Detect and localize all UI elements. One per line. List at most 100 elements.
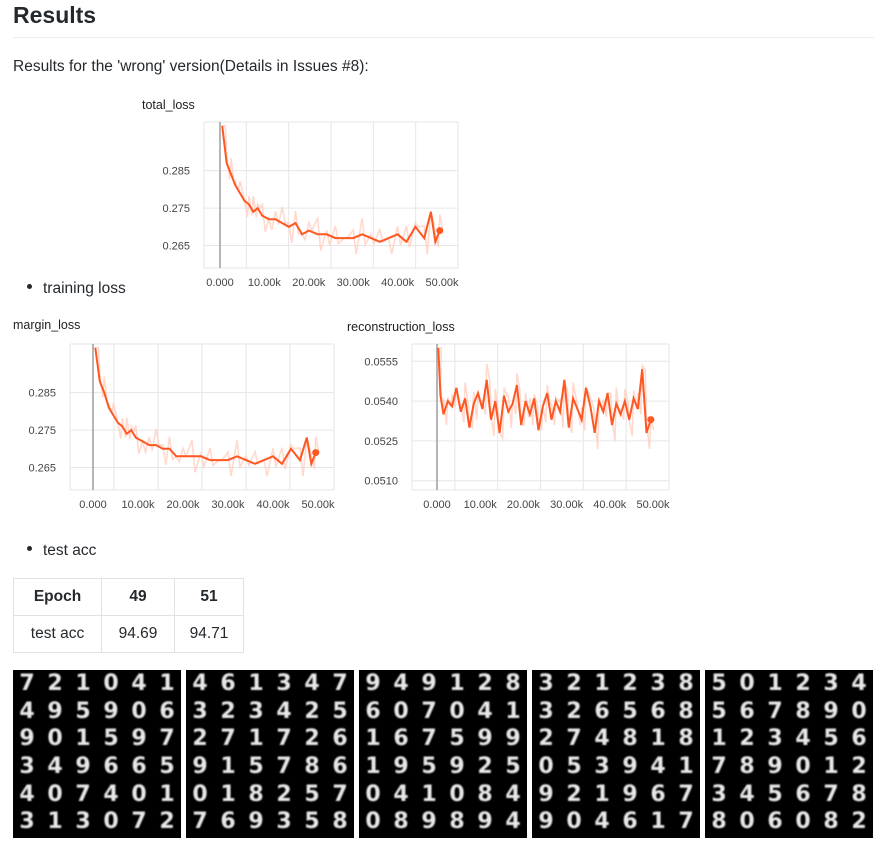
digit-glyph: 8 [739, 754, 755, 780]
digit-glyph: 4 [47, 754, 63, 780]
y-tick-label: 0.285 [28, 388, 56, 400]
digit-glyph: 1 [650, 809, 666, 835]
digit-glyph: 6 [851, 726, 867, 752]
digit-glyph: 3 [19, 754, 35, 780]
x-tick-label: 40.00k [256, 499, 290, 511]
digit-glyph: 9 [365, 670, 381, 696]
y-tick-label: 0.0540 [364, 396, 398, 408]
digit-glyph: 5 [711, 670, 727, 696]
digit-glyph: 5 [103, 726, 119, 752]
digit-glyph: 6 [159, 698, 175, 724]
series-end-point [436, 227, 444, 235]
digit-glyph: 2 [276, 781, 292, 807]
y-tick-label: 0.275 [28, 425, 56, 437]
series-line [94, 347, 317, 468]
digit-glyph: 7 [220, 726, 236, 752]
x-tick-label: 30.00k [550, 499, 584, 511]
x-tick-label: 20.00k [507, 499, 541, 511]
digit-glyph: 3 [711, 781, 727, 807]
digit-glyph: 7 [332, 670, 348, 696]
digit-glyph: 6 [332, 754, 348, 780]
digit-glyph: 7 [711, 754, 727, 780]
digit-glyph: 2 [304, 726, 320, 752]
table-header-cell: 49 [101, 578, 175, 616]
digit-glyph: 3 [767, 726, 783, 752]
digit-glyph: 1 [75, 670, 91, 696]
digit-glyph: 4 [594, 726, 610, 752]
digit-glyph: 9 [823, 698, 839, 724]
test-accuracy-table: Epoch 49 51 test acc 94.69 94.71 [13, 578, 244, 653]
digit-glyph: 1 [47, 809, 63, 835]
digit-glyph: 4 [103, 781, 119, 807]
digit-glyph: 9 [19, 726, 35, 752]
digit-glyph: 7 [678, 809, 694, 835]
digit-glyph: 3 [19, 809, 35, 835]
digit-glyph: 3 [276, 809, 292, 835]
digit-glyph: 9 [622, 754, 638, 780]
digit-glyph: 1 [365, 726, 381, 752]
digit-glyph: 4 [851, 670, 867, 696]
digit-glyph: 6 [594, 698, 610, 724]
digit-glyph: 0 [131, 781, 147, 807]
digit-glyph: 9 [538, 781, 554, 807]
digit-glyph: 4 [304, 670, 320, 696]
x-tick-label: 40.00k [381, 277, 415, 289]
digit-glyph: 6 [650, 698, 666, 724]
digit-glyph: 6 [393, 726, 409, 752]
table-cell: test acc [13, 615, 102, 653]
digit-glyph: 8 [678, 726, 694, 752]
digit-glyph: 0 [449, 698, 465, 724]
digit-glyph: 1 [767, 670, 783, 696]
digit-glyph: 1 [75, 726, 91, 752]
bullet-dot [27, 284, 32, 290]
digit-glyph: 7 [131, 809, 147, 835]
series-end-point [312, 449, 320, 457]
digit-glyph: 1 [248, 670, 264, 696]
digit-glyph: 9 [192, 754, 208, 780]
digit-glyph: 7 [276, 754, 292, 780]
digit-glyph: 8 [678, 670, 694, 696]
series-end-point [647, 416, 655, 424]
digit-glyph: 8 [248, 781, 264, 807]
digit-glyph: 1 [678, 754, 694, 780]
bullet-dot [27, 546, 32, 552]
digit-glyph: 2 [538, 726, 554, 752]
digit-glyph: 3 [650, 670, 666, 696]
digit-glyph: 5 [248, 754, 264, 780]
digit-glyph: 8 [851, 781, 867, 807]
digit-glyph: 8 [622, 726, 638, 752]
digit-glyph: 5 [711, 698, 727, 724]
digit-glyph: 1 [421, 781, 437, 807]
digit-glyph: 9 [248, 809, 264, 835]
digit-glyph: 3 [538, 670, 554, 696]
y-tick-label: 0.285 [162, 166, 190, 178]
digit-glyph: 9 [538, 809, 554, 835]
digit-glyph: 4 [131, 670, 147, 696]
digit-glyph: 1 [220, 781, 236, 807]
series-line [221, 125, 441, 246]
table-header-cell: Epoch [13, 578, 102, 616]
digit-glyph: 5 [304, 809, 320, 835]
digit-glyph: 3 [594, 754, 610, 780]
x-tick-label: 10.00k [121, 499, 155, 511]
digit-glyph: 7 [566, 726, 582, 752]
digit-glyph: 9 [767, 754, 783, 780]
digit-glyph: 2 [477, 670, 493, 696]
bullet-training-loss-text: training loss [43, 280, 126, 297]
x-tick-label: 30.00k [337, 277, 371, 289]
